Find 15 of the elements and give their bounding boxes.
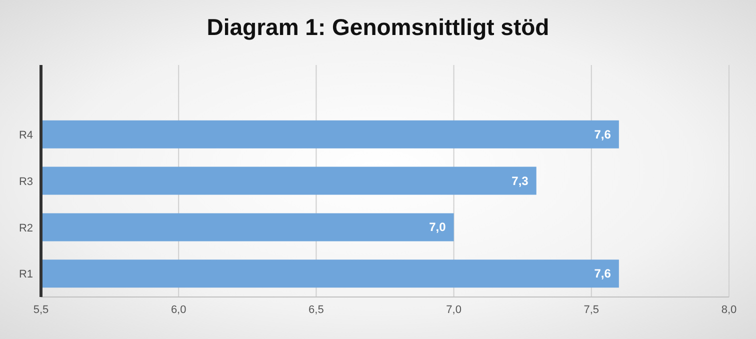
data-label: 7,0 [429, 220, 446, 234]
y-tick-label: R2 [18, 222, 33, 234]
x-tick-label: 5,5 [33, 304, 49, 316]
data-label: 7,6 [594, 266, 612, 281]
x-tick-label: 7,0 [446, 304, 462, 316]
x-tick-label: 7,5 [584, 304, 600, 316]
y-tick-label: R3 [18, 176, 33, 188]
y-tick-label: R4 [18, 130, 33, 142]
x-tick-label: 6,0 [170, 304, 186, 316]
data-label: 7,6 [594, 127, 612, 142]
chart-title: Diagram 1: Genomsnittligt stöd [206, 14, 550, 41]
data-label: 7,3 [512, 174, 529, 188]
y-tick-label: R1 [18, 268, 33, 281]
x-tick-label: 8,0 [721, 304, 737, 316]
x-tick-label: 6,5 [308, 304, 324, 316]
